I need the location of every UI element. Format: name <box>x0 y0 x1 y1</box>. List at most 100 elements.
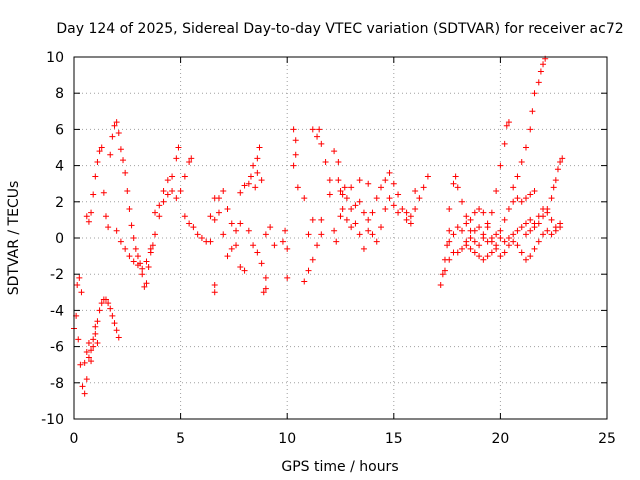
data-point <box>484 238 491 245</box>
data-point <box>147 245 154 252</box>
data-point <box>113 227 120 234</box>
data-point <box>96 307 103 314</box>
data-point <box>74 282 81 289</box>
data-point <box>459 198 466 205</box>
data-point <box>156 213 163 220</box>
data-point <box>493 187 500 194</box>
data-point <box>173 195 180 202</box>
data-point <box>175 144 182 151</box>
x-tick-label: 25 <box>598 431 616 447</box>
data-point <box>412 187 419 194</box>
data-point <box>559 155 566 162</box>
data-point <box>382 177 389 184</box>
data-point <box>407 220 414 227</box>
data-point <box>109 133 116 140</box>
data-point <box>497 162 504 169</box>
data-point <box>341 184 348 191</box>
data-point <box>113 327 120 334</box>
data-point <box>294 184 301 191</box>
data-point <box>260 289 267 296</box>
data-point <box>531 245 538 252</box>
data-point <box>356 177 363 184</box>
data-point <box>115 130 122 137</box>
data-point <box>333 238 340 245</box>
data-point <box>314 133 321 140</box>
y-tick-label: 2 <box>55 195 64 211</box>
data-point <box>254 155 261 162</box>
x-tick-label: 15 <box>385 431 403 447</box>
data-point <box>548 216 555 223</box>
data-point <box>531 224 538 231</box>
data-point <box>96 148 103 155</box>
data-point <box>134 253 141 260</box>
data-point <box>169 187 176 194</box>
data-point <box>373 238 380 245</box>
data-point <box>548 195 555 202</box>
data-point <box>416 195 423 202</box>
data-point <box>390 202 397 209</box>
data-point <box>522 195 529 202</box>
data-point <box>90 191 97 198</box>
data-point <box>535 238 542 245</box>
data-point <box>386 195 393 202</box>
data-point <box>122 245 129 252</box>
data-point <box>514 195 521 202</box>
data-point <box>505 206 512 213</box>
data-point <box>254 249 261 256</box>
data-point <box>258 260 265 267</box>
data-point <box>444 242 451 249</box>
axis-ticks <box>73 56 608 420</box>
data-point <box>305 267 312 274</box>
y-tick-label: -2 <box>50 267 64 283</box>
data-point <box>224 206 231 213</box>
data-point <box>348 206 355 213</box>
data-point <box>459 227 466 234</box>
data-point <box>514 227 521 234</box>
data-point <box>143 280 150 287</box>
data-point <box>109 312 116 319</box>
data-point <box>527 253 534 260</box>
data-point <box>292 137 299 144</box>
data-point <box>262 274 269 281</box>
data-point <box>395 209 402 216</box>
data-point <box>92 173 99 180</box>
data-point <box>463 220 470 227</box>
data-point <box>552 224 559 231</box>
data-point <box>245 227 252 234</box>
data-point <box>386 169 393 176</box>
y-tick-label: 0 <box>55 231 64 247</box>
data-point <box>537 68 544 75</box>
data-point <box>518 198 525 205</box>
data-point <box>126 253 133 260</box>
data-point <box>198 235 205 241</box>
data-point <box>194 231 201 238</box>
data-point <box>309 216 316 223</box>
data-point <box>284 274 291 281</box>
data-point <box>497 253 504 260</box>
data-point <box>437 282 444 289</box>
data-point <box>331 148 338 155</box>
data-point <box>237 189 244 196</box>
data-point <box>305 231 312 238</box>
data-marks <box>71 55 566 397</box>
data-point <box>420 184 427 191</box>
grid <box>74 57 607 419</box>
data-point <box>365 180 372 187</box>
data-point <box>326 177 333 184</box>
data-point <box>540 213 547 220</box>
data-point <box>476 242 483 249</box>
data-point <box>284 245 291 252</box>
data-point <box>134 262 141 269</box>
data-point <box>211 289 218 296</box>
data-point <box>476 253 483 260</box>
data-point <box>181 213 188 220</box>
data-point <box>100 189 107 196</box>
data-point <box>85 218 92 225</box>
data-point <box>471 209 478 216</box>
data-point <box>356 198 363 205</box>
x-tick-label: 5 <box>176 431 185 447</box>
data-point <box>365 227 372 234</box>
data-point <box>149 242 156 249</box>
data-point <box>250 242 257 249</box>
data-point <box>335 158 342 165</box>
